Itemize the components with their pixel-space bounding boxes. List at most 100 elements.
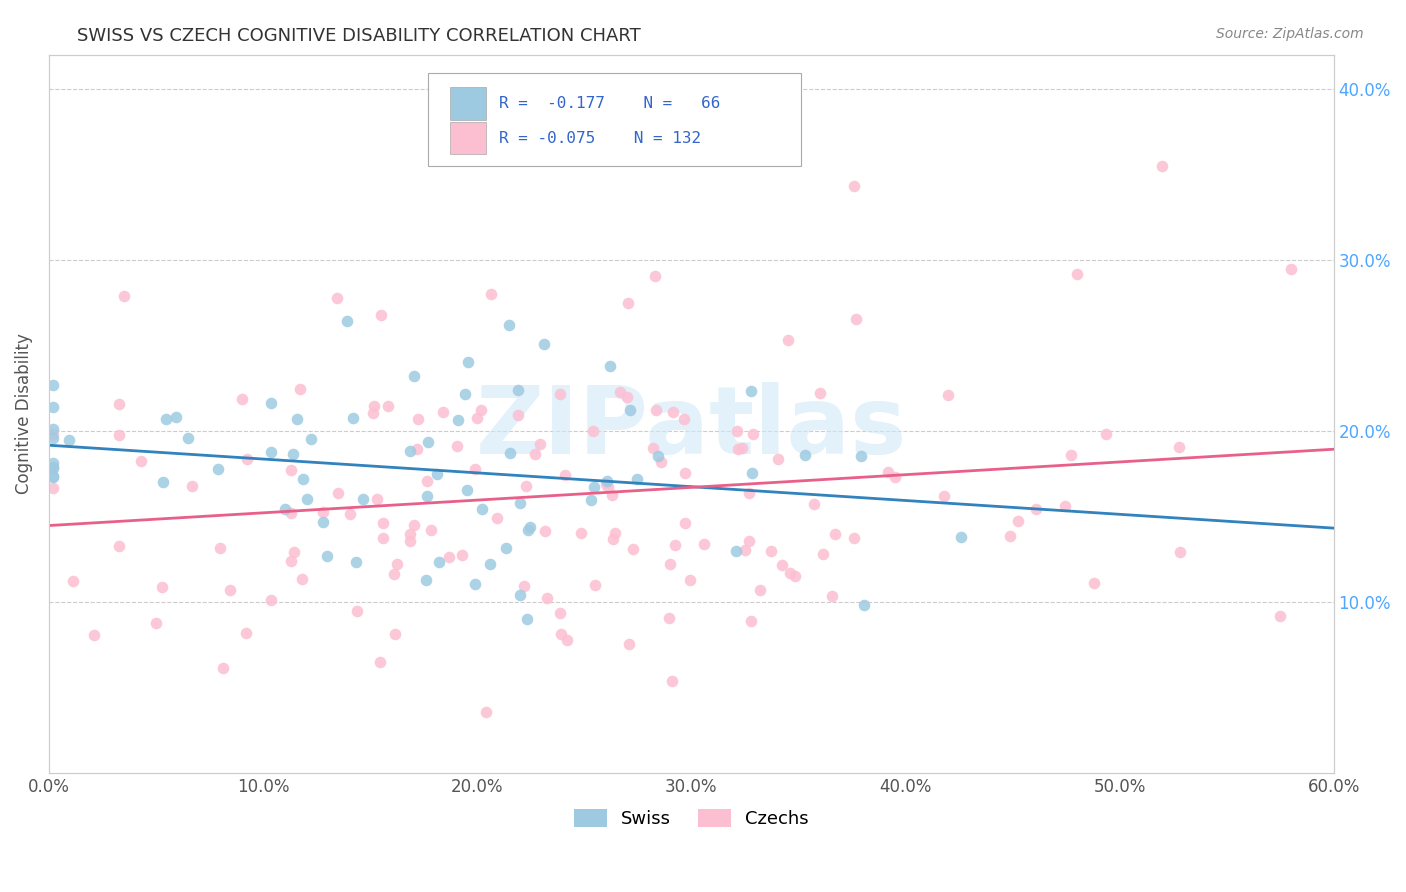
Point — [673, 516, 696, 531]
Point — [599, 359, 621, 373]
Point — [58, 434, 80, 448]
Point — [366, 491, 388, 506]
Point — [1066, 267, 1088, 281]
Point — [447, 413, 470, 427]
Point — [529, 436, 551, 450]
Point — [569, 525, 592, 540]
Point — [936, 388, 959, 402]
Point — [506, 383, 529, 397]
Point — [336, 313, 359, 327]
Point — [824, 526, 846, 541]
Point — [1279, 261, 1302, 276]
Point — [1167, 440, 1189, 454]
Point — [934, 489, 956, 503]
Point — [281, 447, 304, 461]
Point — [416, 474, 439, 488]
Point — [517, 523, 540, 537]
Point — [219, 582, 242, 597]
Point — [42, 377, 65, 392]
Text: Source: ZipAtlas.com: Source: ZipAtlas.com — [1216, 27, 1364, 41]
Point — [370, 308, 392, 322]
Point — [673, 466, 696, 480]
Point — [352, 491, 374, 506]
Point — [470, 403, 492, 417]
Point — [884, 469, 907, 483]
Point — [236, 451, 259, 466]
Point — [42, 422, 65, 436]
Point — [207, 462, 229, 476]
Point — [679, 573, 702, 587]
Point — [579, 492, 602, 507]
Point — [845, 312, 868, 326]
Point — [406, 442, 429, 456]
Point — [406, 412, 429, 426]
Point — [603, 526, 626, 541]
Point — [212, 661, 235, 675]
Point — [731, 441, 754, 455]
Point — [555, 633, 578, 648]
Point — [165, 410, 187, 425]
Point — [602, 532, 624, 546]
Point — [595, 477, 617, 491]
Point — [658, 611, 681, 625]
Point — [1268, 608, 1291, 623]
Point — [1083, 575, 1105, 590]
Point — [475, 706, 498, 720]
Point — [108, 397, 131, 411]
Point — [426, 467, 449, 481]
Point — [177, 431, 200, 445]
Point — [371, 532, 394, 546]
Point — [650, 455, 672, 469]
Point — [464, 461, 486, 475]
Point — [446, 439, 468, 453]
Point — [152, 475, 174, 489]
Point — [274, 502, 297, 516]
Point — [311, 504, 333, 518]
Point — [844, 531, 866, 545]
Legend: Swiss, Czechs: Swiss, Czechs — [567, 802, 815, 836]
Point — [1025, 501, 1047, 516]
Point — [1054, 499, 1077, 513]
Point — [315, 549, 337, 563]
Point — [877, 465, 900, 479]
Point — [734, 543, 756, 558]
Point — [645, 403, 668, 417]
Point — [554, 467, 576, 482]
Point — [420, 523, 443, 537]
Point — [725, 425, 748, 439]
Point — [509, 588, 531, 602]
Point — [950, 530, 973, 544]
Y-axis label: Cognitive Disability: Cognitive Disability — [15, 334, 32, 494]
Point — [626, 471, 648, 485]
Point — [62, 574, 84, 589]
Point — [643, 442, 665, 456]
FancyBboxPatch shape — [427, 73, 800, 167]
Point — [495, 541, 517, 555]
Point — [42, 456, 65, 470]
Point — [664, 538, 686, 552]
Point — [853, 598, 876, 612]
Point — [499, 446, 522, 460]
Point — [415, 574, 437, 588]
Point — [415, 489, 437, 503]
Point — [821, 589, 844, 603]
Point — [513, 579, 536, 593]
Point — [260, 593, 283, 607]
Point — [479, 286, 502, 301]
Point — [1060, 448, 1083, 462]
Point — [596, 479, 619, 493]
Point — [803, 497, 825, 511]
Point — [42, 400, 65, 414]
Point — [145, 615, 167, 630]
Point — [427, 555, 450, 569]
Point — [208, 541, 231, 555]
Point — [1168, 545, 1191, 559]
Point — [42, 470, 65, 484]
Point — [548, 387, 571, 401]
Point — [402, 368, 425, 383]
Point — [770, 558, 793, 573]
Point — [42, 427, 65, 442]
Point — [509, 496, 531, 510]
Point — [808, 385, 831, 400]
Point — [328, 486, 350, 500]
